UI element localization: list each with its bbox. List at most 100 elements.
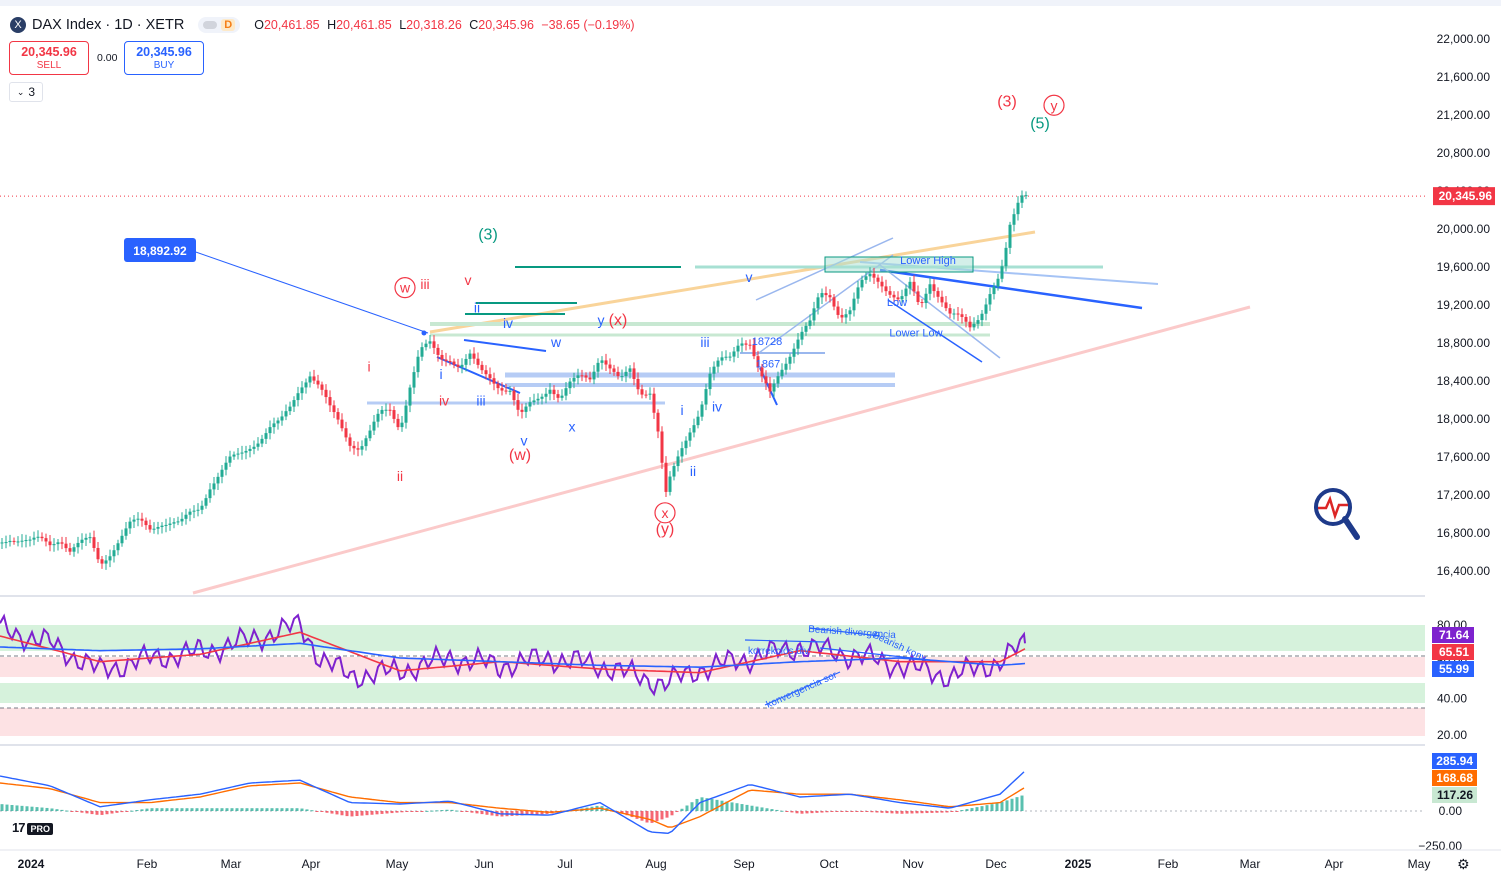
chart-annotation: Lower Low xyxy=(889,327,942,339)
wave-label: x xyxy=(569,418,576,434)
candle-body xyxy=(4,542,8,544)
symbol-title[interactable]: DAX Index · 1D · XETR xyxy=(32,17,185,33)
macd-histogram-bar xyxy=(540,811,544,815)
candle-body xyxy=(432,341,436,348)
macd-histogram-bar xyxy=(805,811,809,814)
candle-body xyxy=(932,284,936,292)
candle-body xyxy=(652,393,656,413)
candle-body xyxy=(988,294,992,305)
wave-label: v xyxy=(521,433,528,449)
candle-body xyxy=(132,519,136,522)
gear-icon[interactable]: ⚙ xyxy=(1457,856,1470,872)
candle-body xyxy=(412,372,416,388)
macd-tick-label: 0.00 xyxy=(1439,804,1463,818)
candle-body xyxy=(544,393,548,397)
candle-body xyxy=(644,394,648,396)
price-callout-anchor xyxy=(421,330,427,336)
ohlc-close: 20,345.96 xyxy=(478,18,534,32)
candle-body xyxy=(320,384,324,390)
candle-body xyxy=(584,375,588,378)
macd-histogram-bar xyxy=(10,805,14,811)
wave-label: iv xyxy=(712,398,722,414)
candle-body xyxy=(368,430,372,439)
zoom-magnifier-icon[interactable] xyxy=(1314,488,1360,540)
candle-body xyxy=(252,446,256,449)
macd-histogram-bar xyxy=(405,811,409,813)
interval-toggle[interactable]: D xyxy=(198,17,241,33)
wave-label: iv xyxy=(503,315,513,331)
macd-histogram-bar xyxy=(515,811,519,816)
candle-body xyxy=(204,498,208,506)
wave-label: y xyxy=(1051,97,1058,113)
candle-body xyxy=(88,537,92,539)
rsi-annotation: korrekciós div xyxy=(748,646,809,657)
macd-histogram-bar xyxy=(960,810,964,812)
candle-body xyxy=(564,388,568,396)
candle-body xyxy=(8,540,12,543)
toggle-icon xyxy=(203,21,218,29)
candle-body xyxy=(500,388,504,391)
macd-histogram-bar xyxy=(905,811,909,814)
candle-body xyxy=(16,541,20,543)
candle-body xyxy=(772,383,776,392)
macd-histogram-bar xyxy=(475,811,479,814)
price-axis[interactable]: 16,400.00 16,800.00 17,200.00 17,600.00 18,0… xyxy=(1418,32,1495,853)
candle-body xyxy=(664,462,668,492)
price-tick-label: 19,200.00 xyxy=(1437,298,1491,312)
candle-body xyxy=(196,509,200,511)
candle-body xyxy=(228,456,232,463)
top-strip xyxy=(0,0,1501,6)
xetra-icon[interactable]: X xyxy=(10,17,26,33)
candle-body xyxy=(580,375,584,377)
indicator-count-toggle[interactable]: ⌄ 3 xyxy=(9,82,43,102)
macd-histogram-bar xyxy=(135,810,139,812)
macd-histogram-bar xyxy=(350,811,354,817)
candle-body xyxy=(396,418,400,428)
tradingview-logo[interactable]: 17 PRO xyxy=(12,820,53,835)
candle-body xyxy=(44,538,48,542)
candle-body xyxy=(632,368,636,379)
macd-value-tag xyxy=(1432,753,1477,769)
candle-body xyxy=(744,343,748,345)
time-tick-label: Aug xyxy=(645,857,666,871)
macd-histogram-bar xyxy=(390,811,394,814)
candle-body xyxy=(592,371,596,380)
macd-histogram-bar xyxy=(15,805,19,811)
macd-histogram-bar xyxy=(955,811,959,812)
candle-body xyxy=(572,377,576,382)
time-tick-label: May xyxy=(1408,857,1431,871)
candle-body xyxy=(660,431,664,463)
last-price-tag xyxy=(1433,187,1495,206)
candle-body xyxy=(36,536,40,538)
candle-body xyxy=(108,556,112,561)
candle-body xyxy=(916,291,920,303)
chevron-down-icon: ⌄ xyxy=(16,86,25,97)
rsi-value-tag xyxy=(1432,644,1474,660)
buy-button[interactable]: 20,345.96 BUY xyxy=(124,41,204,75)
candle-body xyxy=(736,345,740,352)
candle-body xyxy=(244,450,248,453)
time-tick-label: Feb xyxy=(1158,857,1179,871)
candle-body xyxy=(800,331,804,340)
ohlc-low: 20,318.26 xyxy=(406,18,462,32)
rsi-value-tag xyxy=(1432,661,1474,677)
candle-body xyxy=(864,276,868,280)
macd-histogram-bar xyxy=(660,811,664,820)
macd-histogram-bar xyxy=(735,803,739,811)
sell-button[interactable]: 20,345.96 SELL xyxy=(9,41,89,75)
macd-histogram-bar xyxy=(0,804,4,811)
wave-label: (y) xyxy=(656,521,675,538)
price-tick-label: 19,600.00 xyxy=(1437,260,1491,274)
time-tick-label: Jun xyxy=(474,857,493,871)
macd-histogram-bar xyxy=(970,808,974,811)
time-tick-label: Dec xyxy=(985,857,1006,871)
candle-body xyxy=(92,537,96,548)
macd-histogram-bar xyxy=(360,811,364,816)
time-axis[interactable]: 2024 Feb Mar Apr May Jun Jul Aug Sep Oct Nov Dec 202… xyxy=(0,849,1501,871)
candle-body xyxy=(720,357,724,361)
candle-body xyxy=(816,297,820,309)
candle-body xyxy=(496,383,500,389)
macd-histogram-bar xyxy=(680,808,684,811)
macd-histogram-bar xyxy=(935,811,939,813)
